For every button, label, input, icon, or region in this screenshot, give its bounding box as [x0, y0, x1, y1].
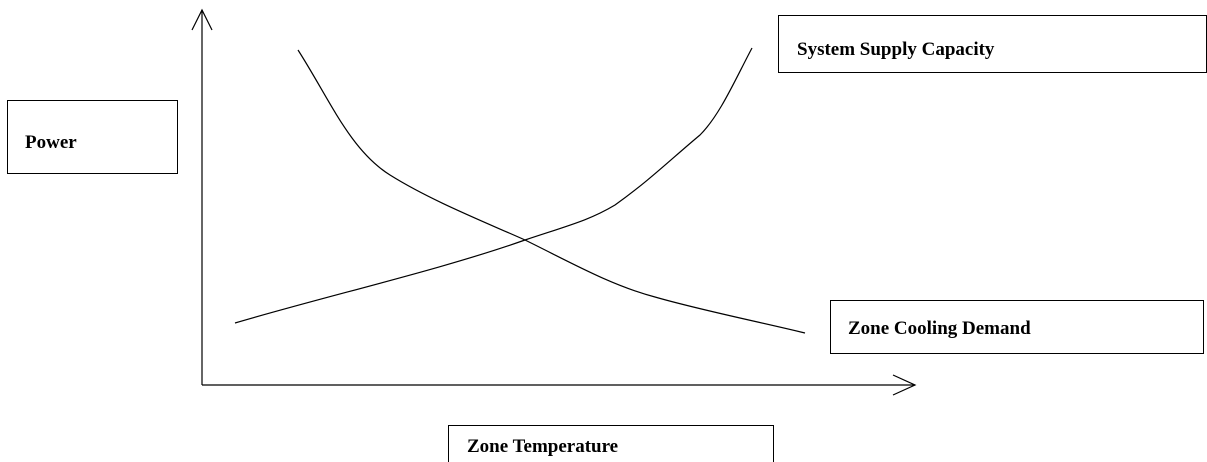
y-axis-label: Power — [25, 132, 77, 153]
x-axis-label-box — [448, 425, 774, 462]
x-axis-arrowhead — [892, 374, 917, 396]
system-supply-capacity-curve — [234, 47, 753, 324]
y-axis-label-box — [7, 100, 178, 174]
demand-label: Zone Cooling Demand — [848, 318, 1031, 339]
supply-label: System Supply Capacity — [797, 39, 995, 60]
x-axis-label: Zone Temperature — [467, 436, 618, 457]
supply-label-box — [778, 15, 1207, 73]
demand-label-box — [830, 300, 1204, 354]
